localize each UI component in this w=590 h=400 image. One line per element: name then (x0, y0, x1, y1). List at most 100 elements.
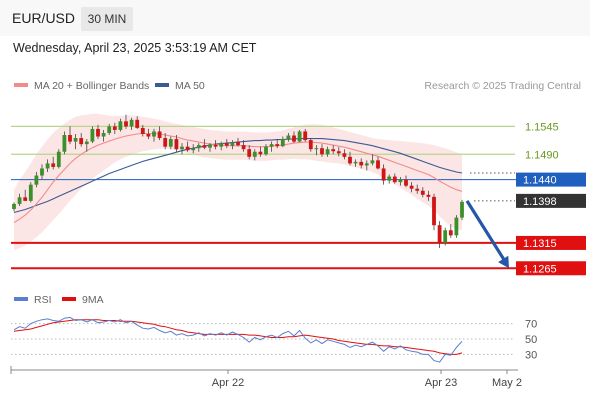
candle (420, 187, 425, 198)
candle-body (68, 135, 72, 142)
candle-body (325, 149, 330, 155)
candle (236, 138, 240, 147)
candle (230, 140, 235, 150)
candle-body (157, 131, 162, 139)
candle-body (62, 135, 67, 152)
candle (297, 129, 302, 143)
candle (359, 158, 364, 169)
header-bar: EUR/USD 30 MIN (0, 0, 590, 36)
candle (437, 221, 442, 248)
symbol-title: EUR/USD (12, 10, 76, 26)
candle (34, 172, 39, 188)
candle-body (420, 190, 425, 195)
resistance-label: 1.1545 (525, 121, 559, 133)
candle (258, 146, 263, 157)
candle-body (124, 121, 128, 127)
candle (269, 141, 274, 152)
candle (196, 143, 201, 152)
candle-body (28, 184, 33, 201)
candle-body (51, 163, 56, 167)
candle (224, 139, 229, 149)
candle (45, 159, 50, 172)
candle-body (387, 176, 392, 181)
ma50-swatch-icon (155, 83, 169, 88)
candle-body (297, 131, 302, 142)
candle-body (398, 179, 403, 183)
ma20-swatch-icon (14, 83, 28, 88)
candle-body (101, 132, 106, 137)
candle-body (191, 148, 196, 151)
candle (152, 128, 156, 142)
candle (392, 173, 397, 184)
candle (12, 202, 16, 212)
candle (387, 174, 392, 184)
candle-body (370, 160, 375, 164)
bollinger-band (14, 113, 462, 251)
candle-body (247, 149, 252, 157)
candle (84, 139, 89, 152)
candle (213, 140, 218, 150)
candle-body (376, 160, 380, 169)
candle-body (96, 128, 100, 137)
candle-body (129, 119, 134, 127)
candle-body (454, 217, 459, 236)
candle (275, 139, 280, 149)
candle-body (180, 146, 184, 150)
legend-rsi-label: RSI (34, 294, 52, 306)
candle-body (415, 188, 420, 191)
timeframe-badge[interactable]: 30 MIN (81, 7, 133, 31)
time-tick-label: Apr 22 (212, 377, 244, 389)
legend-ma50: MA 50 (155, 80, 205, 92)
candle (454, 215, 459, 238)
candle-body (12, 203, 16, 209)
candle (264, 144, 268, 156)
candle-body (404, 179, 408, 186)
time-tick-label: Apr 23 (425, 377, 457, 389)
legend-ma50-label: MA 50 (175, 80, 205, 92)
candle-body (135, 119, 140, 128)
candle-body (174, 139, 179, 150)
candle (118, 118, 123, 132)
candle-body (208, 144, 212, 148)
candle (157, 126, 162, 141)
candle-body (219, 143, 224, 147)
candle-body (196, 145, 201, 149)
candle (101, 129, 106, 142)
rsi-level-label: 50 (525, 334, 537, 346)
candle (62, 131, 67, 155)
candle (353, 159, 358, 167)
candle-body (73, 138, 78, 142)
candle-body (17, 197, 22, 204)
support-label-box (516, 235, 586, 250)
candle (370, 154, 375, 166)
candle (342, 149, 347, 160)
candle (140, 124, 145, 137)
candle (23, 189, 28, 201)
candle (146, 128, 151, 140)
candle (247, 145, 252, 160)
candle (364, 160, 369, 171)
candle-body (280, 139, 285, 147)
candle (415, 184, 420, 194)
candle-body (56, 151, 61, 167)
candle (443, 227, 448, 246)
candle-body (437, 225, 442, 243)
candle-body (308, 140, 313, 150)
candle (303, 128, 308, 142)
candle (202, 139, 207, 150)
legend-rsi: RSI (14, 294, 52, 306)
candle-body (34, 175, 39, 185)
candle (325, 146, 330, 157)
pivot-label: 1.1440 (523, 175, 557, 187)
candle (409, 182, 414, 193)
legend-ma9-label: 9MA (82, 294, 104, 306)
candle-body (348, 156, 352, 164)
candle (163, 132, 168, 150)
candle (381, 164, 386, 185)
candle-body (320, 148, 324, 155)
candle-body (118, 121, 123, 130)
candle (40, 164, 44, 180)
candle (17, 193, 22, 206)
candle (90, 126, 95, 144)
